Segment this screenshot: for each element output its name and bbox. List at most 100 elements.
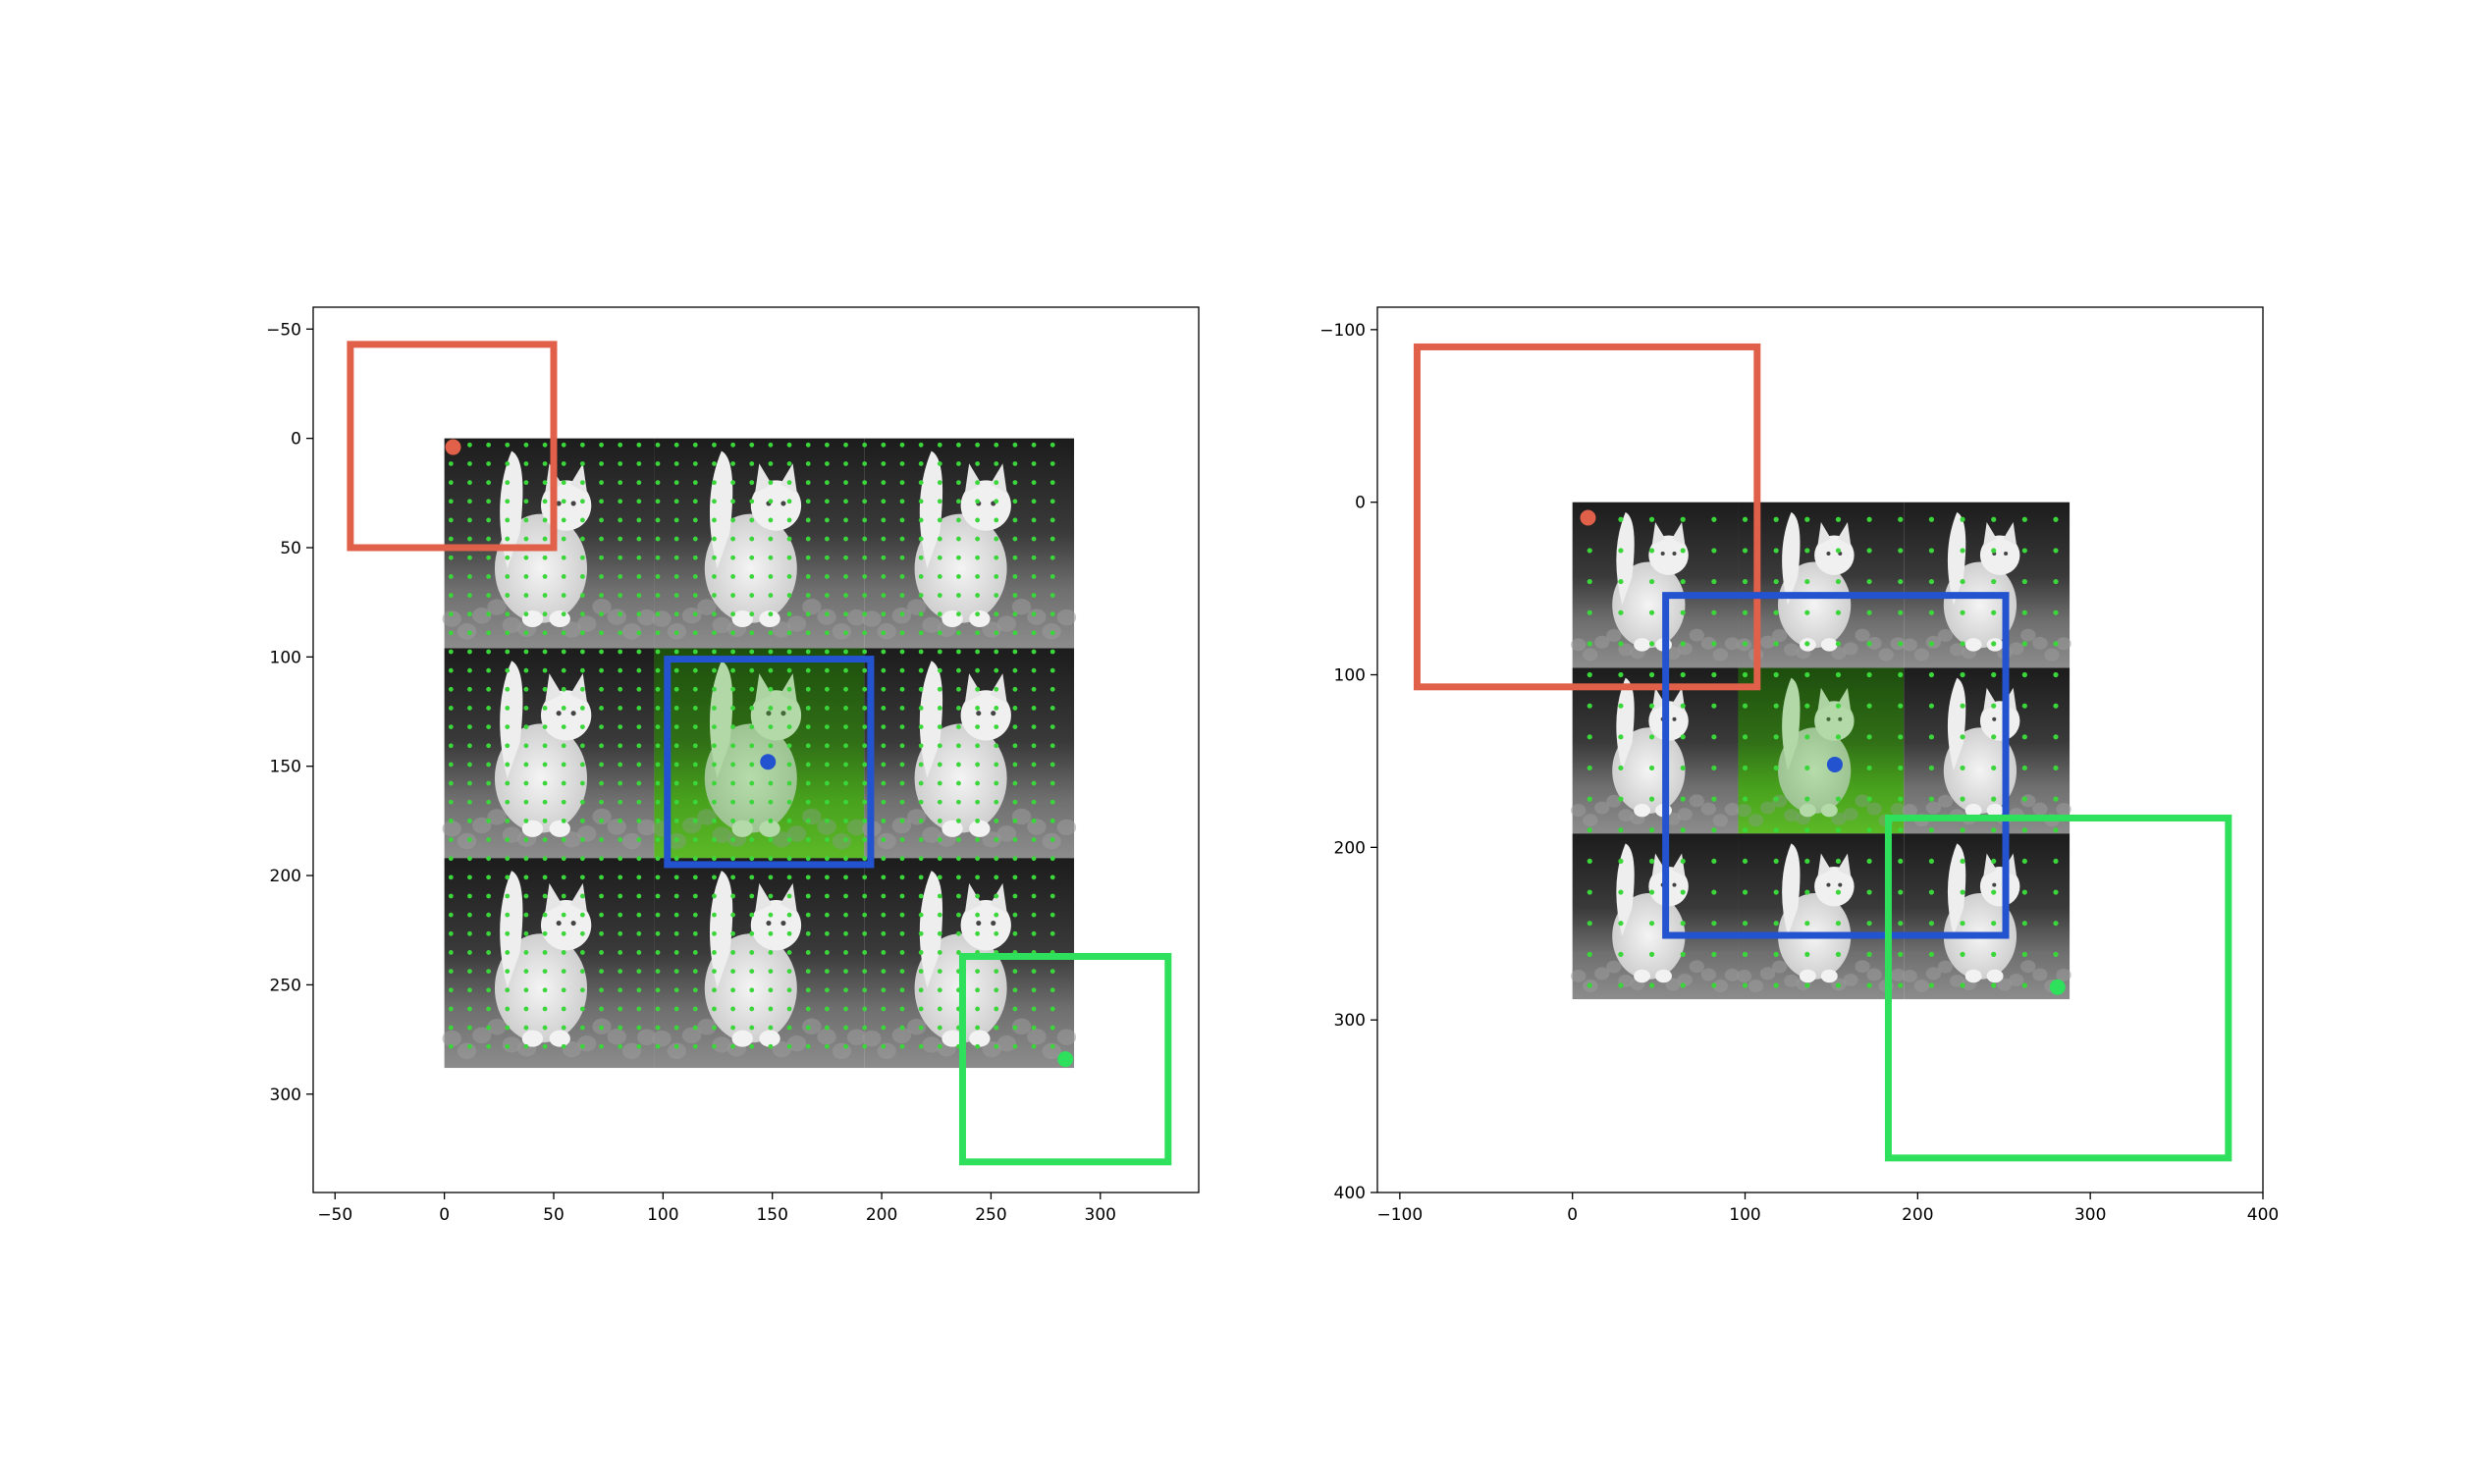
grid-dot (486, 442, 492, 448)
grid-dot (1049, 762, 1055, 768)
grid-dot (862, 950, 868, 955)
grid-dot (542, 912, 548, 918)
grid-dot (692, 1025, 698, 1031)
ground-pebble (1027, 1028, 1047, 1045)
grid-dot (1898, 703, 1904, 709)
grid-dot (975, 724, 981, 730)
grid-dot (655, 555, 661, 560)
grid-dot (523, 1043, 529, 1049)
grid-dot (881, 555, 887, 560)
grid-dot (618, 555, 623, 560)
grid-dot (618, 856, 623, 862)
grid-dot (862, 856, 868, 862)
grid-dot (918, 649, 924, 655)
grid-dot (692, 499, 698, 504)
grid-dot (1587, 951, 1592, 957)
grid-dot (505, 893, 511, 899)
ground-pebble (846, 819, 867, 836)
ground-pebble (652, 1030, 672, 1047)
cat-eye (570, 501, 576, 506)
cat-eye (991, 711, 996, 716)
grid-dot (542, 987, 548, 993)
grid-dot (1648, 796, 1655, 802)
cat-body (494, 933, 588, 1043)
grid-dot (655, 743, 661, 749)
grid-dot (1866, 578, 1872, 585)
grid-dot (1049, 1043, 1055, 1049)
grid-dot (994, 856, 999, 862)
ground-pebble (1571, 638, 1587, 652)
grid-dot (1711, 578, 1717, 585)
grid-dot (1012, 573, 1018, 579)
grid-dot (2053, 578, 2059, 585)
grid-dot (956, 573, 961, 579)
y-tick-label: 0 (291, 430, 301, 450)
cat-paw (549, 820, 570, 837)
grid-dot (1049, 818, 1055, 823)
grid-dot (1648, 578, 1655, 585)
grid-dot (1618, 703, 1624, 709)
grid-dot (692, 649, 698, 655)
grid-dot (448, 649, 454, 655)
grid-dot (1711, 796, 1717, 802)
grid-dot (862, 611, 868, 617)
grid-dot (692, 442, 698, 448)
grid-dot (937, 987, 942, 993)
grid-dot (579, 461, 585, 466)
grid-dot (843, 930, 848, 936)
grid-dot (749, 799, 755, 805)
grid-dot (2053, 889, 2059, 895)
grid-dot (824, 1025, 830, 1031)
x-tick-label: 100 (1729, 1205, 1760, 1225)
grid-dot (692, 1006, 698, 1012)
grid-dot (673, 969, 679, 975)
grid-dot (881, 1025, 887, 1031)
grid-dot (1742, 858, 1748, 865)
grid-dot (561, 912, 566, 918)
grid-dot (899, 969, 905, 975)
grid-dot (542, 930, 548, 936)
grid-dot (843, 499, 848, 504)
grid-dot (448, 499, 454, 504)
grid-dot (1991, 548, 1997, 554)
cat-eye (976, 920, 982, 927)
grid-dot (1835, 671, 1842, 678)
grid-dot (618, 630, 623, 636)
grid-dot (1711, 951, 1717, 957)
grid-dot (786, 480, 792, 486)
grid-dot (1648, 548, 1655, 554)
grid-dot (1012, 893, 1018, 899)
grid-dot (692, 856, 698, 862)
grid-dot (467, 930, 472, 936)
grid-dot (636, 536, 642, 542)
grid-dot (542, 780, 548, 786)
grid-dot (561, 1006, 566, 1012)
ground-pebble (712, 1036, 731, 1053)
ground-pebble (786, 1034, 807, 1052)
grid-dot (881, 743, 887, 749)
grid-dot (975, 987, 981, 993)
grid-dot (673, 837, 679, 842)
cat-head (750, 900, 802, 951)
grid-dot (1031, 837, 1037, 842)
grid-dot (862, 517, 868, 523)
grid-dot (749, 667, 755, 673)
cat-body (1777, 561, 1852, 649)
grid-dot (749, 818, 755, 823)
dot-grid (448, 442, 1055, 1049)
grid-dot (786, 874, 792, 880)
ground-pebble (1618, 643, 1634, 657)
grid-dot (655, 686, 661, 692)
cat-head (1979, 867, 2020, 907)
image-tile-group (1902, 502, 2071, 668)
grid-dot (862, 667, 868, 673)
grid-dot (843, 837, 848, 842)
image-tile-group (1902, 667, 2071, 834)
grid-dot (655, 517, 661, 523)
grid-dot (1618, 796, 1624, 802)
grid-dot (918, 1043, 924, 1049)
grid-dot (561, 611, 566, 617)
grid-dot (899, 780, 905, 786)
grid-dot (1711, 610, 1717, 615)
ground-pebble (817, 609, 836, 625)
